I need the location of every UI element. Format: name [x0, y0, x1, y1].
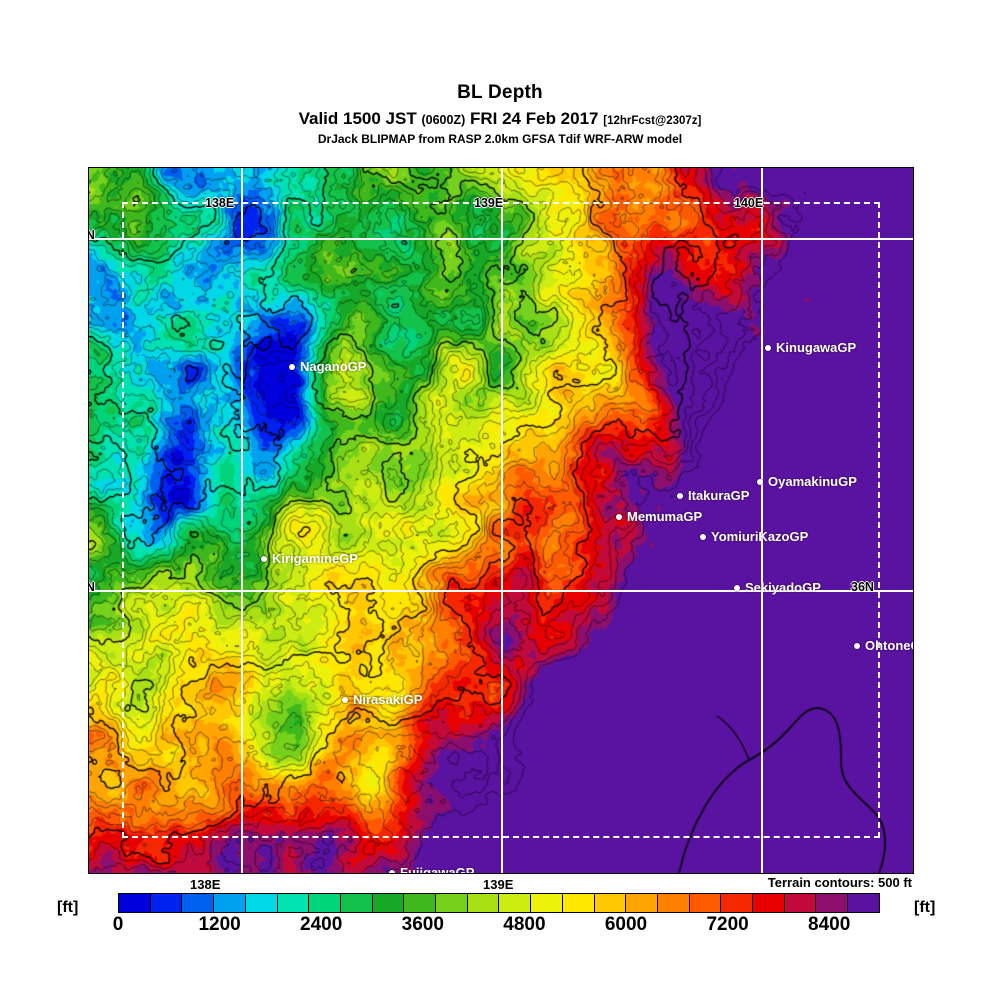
colorbar-swatch — [753, 894, 785, 912]
colorbar-swatch — [340, 894, 373, 912]
station-marker[interactable]: NaganoGP — [289, 359, 366, 374]
valid-time-utc: (0600Z) — [421, 113, 466, 127]
colorbar-swatch — [404, 894, 437, 912]
colorbar-swatch — [182, 894, 215, 912]
colorbar-tick: 4800 — [503, 914, 546, 935]
graticule-lon-139e — [501, 168, 503, 873]
station-label: KinugawaGP — [776, 340, 857, 355]
forecast-tag: [12hrFcst@2307z] — [603, 115, 702, 127]
colorbar-swatch — [721, 894, 754, 912]
station-marker[interactable]: FujigawaGP — [389, 865, 474, 873]
station-label: NaganoGP — [300, 359, 367, 374]
colorbar-swatch — [436, 894, 468, 912]
station-marker[interactable]: SekiyadoGP — [734, 580, 821, 595]
station-label: MemumaGP — [627, 509, 703, 524]
colorbar-swatch — [119, 894, 151, 912]
colorbar-swatch — [245, 894, 278, 912]
station-dot-icon — [700, 533, 706, 540]
station-marker[interactable]: ItakuraGP — [677, 488, 749, 503]
station-dot-icon — [765, 344, 771, 351]
colorbar-swatch — [531, 894, 563, 912]
station-marker[interactable]: MemumaGP — [616, 509, 702, 524]
station-label: NirasakiGP — [353, 692, 423, 707]
colorbar-swatch — [372, 894, 405, 912]
station-dot-icon — [261, 555, 267, 562]
colorbar-tick: 3600 — [401, 914, 444, 935]
colorbar-swatch — [626, 894, 658, 912]
axis-label-139e-bottom: 139E — [483, 877, 514, 892]
colorbar-swatch — [277, 894, 310, 912]
station-label: KirigamineGP — [272, 551, 358, 566]
colorbar-tick: 2400 — [300, 914, 343, 935]
axis-label-138e-bottom: 138E — [190, 877, 221, 892]
colorbar-swatch — [848, 894, 879, 912]
station-dot-icon — [854, 642, 860, 649]
colorbar-tick: 0 — [112, 914, 124, 935]
graticule-lon-140e — [761, 168, 763, 873]
colorbar-tick: 8400 — [808, 914, 851, 935]
colorbar-swatch — [214, 894, 246, 912]
colorbar-tick: 1200 — [198, 914, 241, 935]
valid-time-jst: Valid 1500 JST — [298, 109, 417, 128]
colorbar-swatch — [594, 894, 627, 912]
graticule-label-36n: 36N — [89, 580, 95, 594]
station-dot-icon — [734, 584, 740, 591]
valid-time-line: Valid 1500 JST (0600Z) FRI 24 Feb 2017 [… — [0, 109, 1000, 129]
colorbar-swatch — [784, 894, 817, 912]
station-marker[interactable]: OyamakinuGP — [757, 474, 857, 489]
colorbar-swatch — [499, 894, 532, 912]
colorbar-scale — [118, 893, 880, 913]
colorbar-swatch — [150, 894, 183, 912]
colorbar-unit-right: [ft] — [914, 899, 936, 916]
map-panel[interactable]: 138E 139E 140E 37N 36N 36N NaganoGP Kinug… — [88, 167, 914, 874]
colorbar-swatch — [689, 894, 722, 912]
graticule-label-140e-top: 140E — [734, 196, 764, 210]
colorbar-swatch — [562, 894, 595, 912]
page-title: BL Depth — [457, 82, 543, 103]
station-dot-icon — [677, 492, 683, 499]
station-dot-icon — [757, 478, 763, 485]
graticule-lon-138e — [241, 168, 243, 873]
colorbar-tick: 7200 — [706, 914, 749, 935]
station-marker[interactable]: OhtoneGP — [854, 638, 913, 653]
station-dot-icon — [342, 696, 348, 703]
graticule-label-37n: 37N — [89, 228, 95, 242]
station-label: ItakuraGP — [688, 488, 750, 503]
station-dot-icon — [289, 363, 295, 370]
station-label: SekiyadoGP — [745, 580, 821, 595]
map-canvas-area: 138E 139E 140E 37N 36N 36N NaganoGP Kinug… — [89, 168, 913, 873]
title-block: BL Depth Valid 1500 JST (0600Z) FRI 24 F… — [0, 82, 1000, 146]
colorbar-block: [ft] [ft] 0 1200 2400 3600 4800 6000 7200 8400 — [0, 893, 1000, 943]
colorbar-swatch — [309, 894, 341, 912]
station-marker[interactable]: KirigamineGP — [261, 551, 358, 566]
terrain-contours-note: Terrain contours: 500 ft — [767, 875, 912, 890]
graticule-label-138e-top: 138E — [205, 196, 235, 210]
station-marker[interactable]: NirasakiGP — [342, 692, 422, 707]
station-label: OyamakinuGP — [768, 474, 857, 489]
valid-date: FRI 24 Feb 2017 — [469, 109, 599, 128]
model-line: DrJack BLIPMAP from RASP 2.0km GFSA Tdif… — [317, 132, 683, 146]
station-marker[interactable]: KinugawaGP — [765, 340, 856, 355]
graticule-label-36n-right: 36N — [851, 580, 874, 594]
colorbar-swatch — [657, 894, 690, 912]
station-dot-icon — [616, 513, 622, 520]
station-dot-icon — [389, 869, 395, 873]
colorbar-swatch — [816, 894, 849, 912]
colorbar-tick: 6000 — [604, 914, 648, 935]
station-label: YomiuriKazoGP — [711, 529, 809, 544]
colorbar-tick-labels: 0 1200 2400 3600 4800 6000 7200 8400 — [113, 914, 880, 942]
graticule-label-139e-top: 139E — [474, 196, 504, 210]
colorbar-unit-left: [ft] — [57, 899, 79, 916]
station-label: OhtoneGP — [865, 638, 913, 653]
station-label: FujigawaGP — [400, 865, 475, 873]
station-marker[interactable]: YomiuriKazoGP — [700, 529, 808, 544]
colorbar-swatch — [467, 894, 500, 912]
